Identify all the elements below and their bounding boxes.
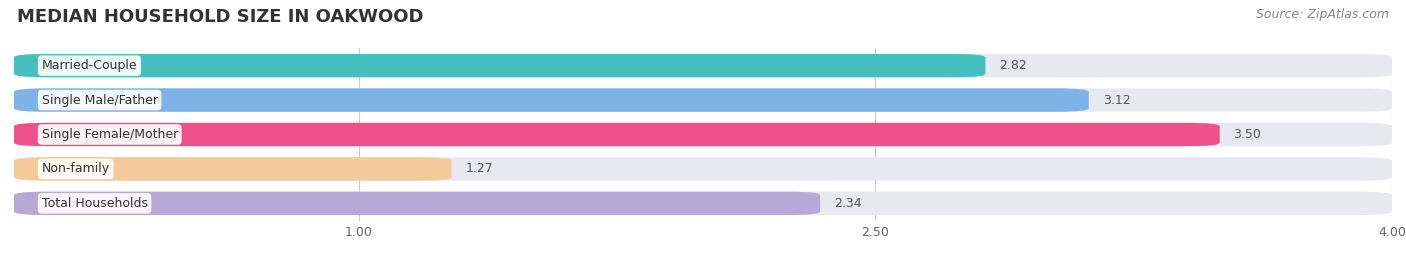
Text: Single Male/Father: Single Male/Father xyxy=(42,94,157,107)
Text: Single Female/Mother: Single Female/Mother xyxy=(42,128,179,141)
Text: Non-family: Non-family xyxy=(42,162,110,175)
FancyBboxPatch shape xyxy=(14,54,1392,77)
FancyBboxPatch shape xyxy=(14,54,986,77)
Text: Source: ZipAtlas.com: Source: ZipAtlas.com xyxy=(1256,8,1389,21)
FancyBboxPatch shape xyxy=(14,157,451,181)
FancyBboxPatch shape xyxy=(14,123,1219,146)
Text: 2.82: 2.82 xyxy=(1000,59,1026,72)
Text: 2.34: 2.34 xyxy=(834,197,862,210)
FancyBboxPatch shape xyxy=(14,88,1392,112)
Text: 1.27: 1.27 xyxy=(465,162,494,175)
Text: Total Households: Total Households xyxy=(42,197,148,210)
FancyBboxPatch shape xyxy=(14,157,1392,181)
FancyBboxPatch shape xyxy=(14,123,1392,146)
Text: MEDIAN HOUSEHOLD SIZE IN OAKWOOD: MEDIAN HOUSEHOLD SIZE IN OAKWOOD xyxy=(17,8,423,26)
Text: Married-Couple: Married-Couple xyxy=(42,59,138,72)
FancyBboxPatch shape xyxy=(14,88,1088,112)
FancyBboxPatch shape xyxy=(14,192,820,215)
Text: 3.12: 3.12 xyxy=(1102,94,1130,107)
FancyBboxPatch shape xyxy=(14,192,1392,215)
Text: 3.50: 3.50 xyxy=(1233,128,1261,141)
